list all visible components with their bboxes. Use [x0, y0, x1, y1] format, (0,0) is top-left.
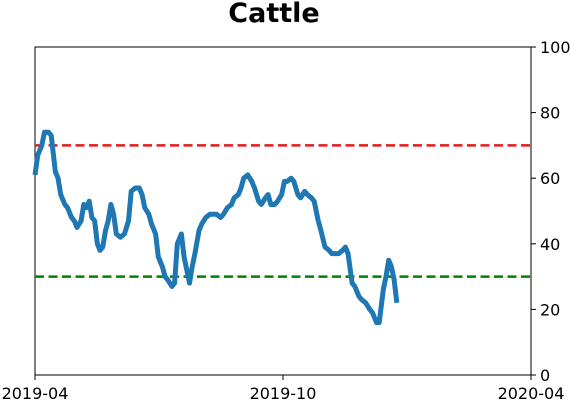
y-axis: 0 20 40 60 80 100: [531, 38, 571, 385]
y-tick-label: 60: [540, 169, 560, 188]
y-tick-label: 0: [540, 366, 550, 385]
y-tick-label: 100: [540, 38, 571, 57]
series-line-0: [32, 129, 400, 326]
y-tick-label: 80: [540, 104, 560, 123]
y-tick-label: 40: [540, 235, 560, 254]
x-tick-label: 2019-10: [250, 384, 317, 402]
x-tick-label: 2020-04: [498, 384, 565, 402]
x-axis: 2019-04 2019-10 2020-04: [2, 375, 565, 402]
x-tick-label: 2019-04: [2, 384, 69, 402]
reference-lines: [35, 144, 531, 278]
series-layer: [32, 129, 400, 326]
y-tick-label: 20: [540, 300, 560, 319]
chart-title: Cattle: [228, 0, 319, 29]
